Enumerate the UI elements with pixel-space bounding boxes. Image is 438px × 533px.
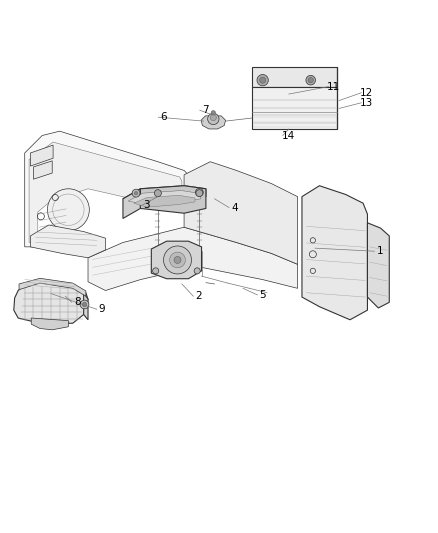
Polygon shape <box>302 185 367 320</box>
Text: 14: 14 <box>281 131 295 141</box>
Polygon shape <box>123 189 141 219</box>
Circle shape <box>257 75 268 86</box>
Circle shape <box>163 246 191 274</box>
Circle shape <box>306 75 315 85</box>
Circle shape <box>174 256 181 263</box>
Circle shape <box>134 191 138 195</box>
Text: 4: 4 <box>231 203 237 213</box>
Polygon shape <box>31 318 68 330</box>
Circle shape <box>80 300 89 309</box>
Text: 12: 12 <box>360 88 373 98</box>
Polygon shape <box>30 145 53 166</box>
Polygon shape <box>123 185 206 205</box>
Polygon shape <box>88 227 297 290</box>
Text: 8: 8 <box>74 297 81 308</box>
Polygon shape <box>201 116 226 129</box>
Text: 11: 11 <box>327 82 340 92</box>
Polygon shape <box>14 280 88 323</box>
Polygon shape <box>84 293 88 320</box>
Circle shape <box>170 252 185 268</box>
Circle shape <box>308 77 313 83</box>
Polygon shape <box>184 161 297 264</box>
Circle shape <box>196 190 203 197</box>
Polygon shape <box>252 87 337 129</box>
Polygon shape <box>19 278 86 296</box>
Circle shape <box>152 268 159 274</box>
Circle shape <box>198 190 201 194</box>
Polygon shape <box>30 225 106 258</box>
Circle shape <box>154 190 161 197</box>
Text: 2: 2 <box>195 291 202 301</box>
Polygon shape <box>128 190 201 204</box>
Circle shape <box>47 189 89 231</box>
Circle shape <box>132 189 140 197</box>
Polygon shape <box>134 195 195 207</box>
Circle shape <box>211 111 215 115</box>
Polygon shape <box>367 223 389 308</box>
Circle shape <box>260 77 266 83</box>
Polygon shape <box>33 161 52 179</box>
Text: 3: 3 <box>144 200 150 211</box>
Circle shape <box>210 115 216 120</box>
Polygon shape <box>141 185 206 213</box>
Text: 1: 1 <box>376 246 383 256</box>
Circle shape <box>194 268 200 274</box>
Text: 6: 6 <box>160 112 167 122</box>
Circle shape <box>208 113 219 125</box>
Polygon shape <box>151 241 201 279</box>
Text: 9: 9 <box>99 304 105 314</box>
Text: 5: 5 <box>259 290 266 300</box>
Circle shape <box>82 302 87 306</box>
Text: 7: 7 <box>202 105 208 115</box>
Polygon shape <box>252 67 337 87</box>
Circle shape <box>195 188 203 196</box>
Text: 13: 13 <box>360 98 373 108</box>
Polygon shape <box>25 131 188 247</box>
Polygon shape <box>29 142 182 243</box>
